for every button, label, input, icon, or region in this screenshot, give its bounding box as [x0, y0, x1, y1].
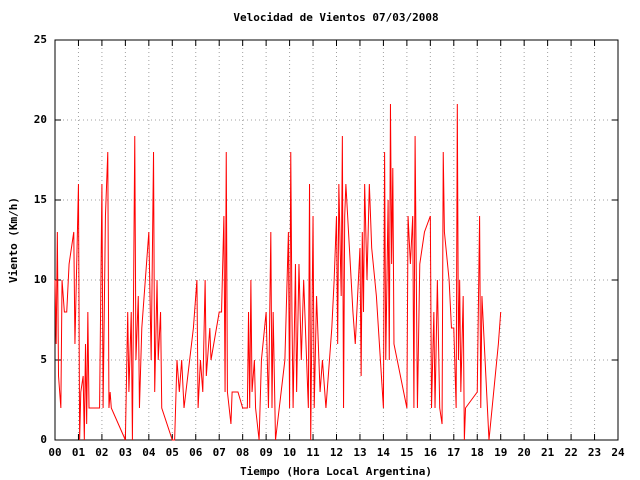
- x-tick-label: 15: [400, 446, 413, 459]
- x-tick-label: 23: [588, 446, 601, 459]
- y-tick-label: 20: [34, 113, 47, 126]
- x-tick-label: 20: [518, 446, 531, 459]
- x-tick-label: 24: [611, 446, 625, 459]
- x-tick-label: 01: [72, 446, 86, 459]
- chart-title: Velocidad de Vientos 07/03/2008: [233, 11, 438, 24]
- plot-frame: [54, 39, 619, 441]
- x-tick-label: 19: [494, 446, 507, 459]
- y-tick-label: 25: [34, 33, 47, 46]
- x-tick-label: 08: [236, 446, 249, 459]
- x-tick-label: 18: [471, 446, 484, 459]
- x-tick-label: 05: [166, 446, 179, 459]
- x-tick-label: 02: [95, 446, 108, 459]
- wind-line: [54, 103, 502, 441]
- x-tick-label: 00: [48, 446, 61, 459]
- y-tick-label: 15: [34, 193, 47, 206]
- x-tick-label: 09: [260, 446, 273, 459]
- x-tick-label: 03: [119, 446, 132, 459]
- x-tick-label: 06: [189, 446, 203, 459]
- x-tick-label: 13: [353, 446, 366, 459]
- y-tick-label: 0: [40, 433, 47, 446]
- x-tick-label: 14: [377, 446, 391, 459]
- y-tick-label: 5: [40, 353, 47, 366]
- x-tick-label: 10: [283, 446, 296, 459]
- x-tick-label: 17: [447, 446, 460, 459]
- x-tick-label: 07: [213, 446, 226, 459]
- x-axis-label: Tiempo (Hora Local Argentina): [240, 465, 432, 478]
- x-tick-label: 04: [142, 446, 156, 459]
- x-tick-label: 11: [306, 446, 320, 459]
- y-tick-label: 10: [34, 273, 47, 286]
- y-axis-label: Viento (Km/h): [7, 197, 20, 283]
- x-tick-label: 12: [330, 446, 343, 459]
- x-tick-label: 21: [541, 446, 555, 459]
- x-tick-label: 16: [424, 446, 438, 459]
- x-tick-label: 22: [564, 446, 577, 459]
